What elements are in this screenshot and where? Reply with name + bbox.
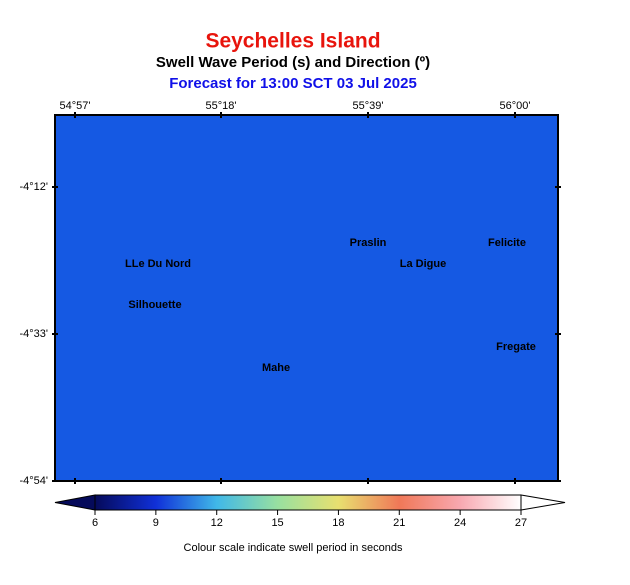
forecast-time: Forecast for 13:00 SCT 03 Jul 2025	[169, 75, 417, 92]
colorbar-low-extend	[54, 494, 96, 511]
map-area	[54, 114, 559, 482]
colorbar-tick-label: 18	[332, 517, 344, 529]
colorbar-tick-label: 15	[271, 517, 283, 529]
lon-label: 56°00'	[500, 100, 531, 112]
place-label: Praslin	[350, 237, 387, 249]
colorbar-tick-label: 24	[454, 517, 466, 529]
place-label: Fregate	[496, 341, 536, 353]
place-label: Mahe	[262, 362, 290, 374]
colorbar-tick-label: 21	[393, 517, 405, 529]
lat-label: -4°33'	[19, 328, 48, 340]
colorbar-high-extend	[520, 494, 566, 511]
lon-label: 55°18'	[206, 100, 237, 112]
lat-label: -4°54'	[19, 475, 48, 487]
place-label: Felicite	[488, 237, 526, 249]
place-label: LLe Du Nord	[125, 258, 191, 270]
colorbar-caption: Colour scale indicate swell period in se…	[184, 542, 403, 554]
colorbar-tick-label: 9	[153, 517, 159, 529]
colorbar-tick-label: 6	[92, 517, 98, 529]
place-label: La Digue	[400, 258, 446, 270]
lon-label: 55°39'	[353, 100, 384, 112]
subtitle: Swell Wave Period (s) and Direction (º)	[156, 54, 430, 71]
colorbar	[94, 494, 522, 511]
colorbar-tick-label: 27	[515, 517, 527, 529]
lon-label: 54°57'	[60, 100, 91, 112]
title: Seychelles Island	[205, 30, 380, 53]
place-label: Silhouette	[128, 299, 181, 311]
lat-label: -4°12'	[19, 181, 48, 193]
colorbar-tick-label: 12	[211, 517, 223, 529]
